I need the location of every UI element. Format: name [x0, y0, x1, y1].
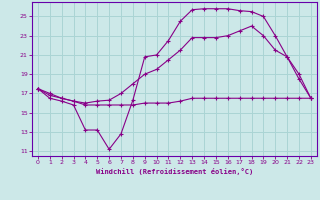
- X-axis label: Windchill (Refroidissement éolien,°C): Windchill (Refroidissement éolien,°C): [96, 168, 253, 175]
